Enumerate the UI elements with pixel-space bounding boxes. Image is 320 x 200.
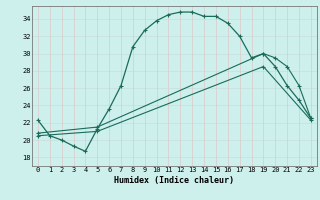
X-axis label: Humidex (Indice chaleur): Humidex (Indice chaleur) xyxy=(115,176,234,185)
